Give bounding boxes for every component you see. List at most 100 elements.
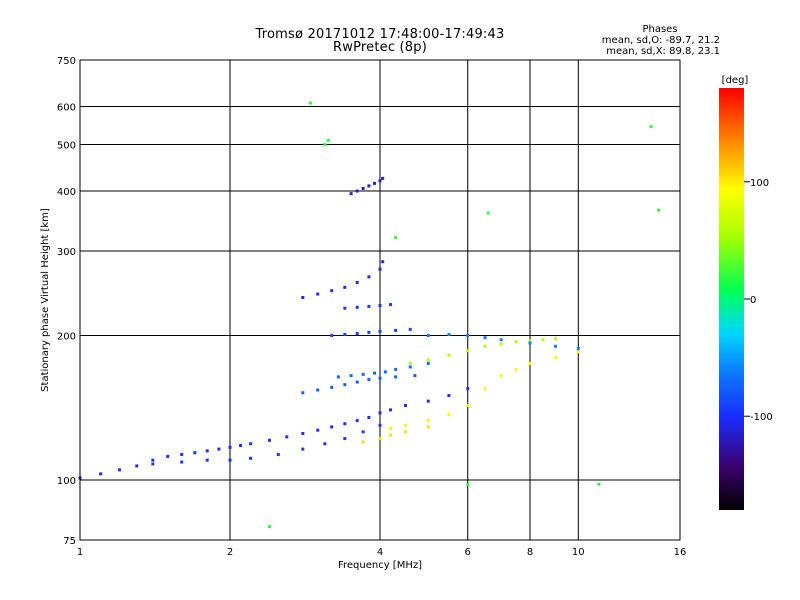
y-tick-labels: 75 100 200 300 400 500 600 750 bbox=[57, 56, 76, 547]
data-point bbox=[330, 289, 334, 293]
colorbar-tick-label: 100 bbox=[750, 178, 769, 189]
data-point bbox=[528, 361, 532, 365]
data-point bbox=[466, 482, 470, 486]
data-point bbox=[349, 192, 353, 196]
data-point bbox=[301, 432, 305, 436]
data-point bbox=[361, 440, 365, 444]
data-point bbox=[367, 377, 371, 381]
data-point bbox=[378, 437, 382, 441]
data-point bbox=[383, 370, 387, 374]
data-point bbox=[316, 292, 320, 296]
data-point bbox=[367, 304, 371, 308]
data-point bbox=[301, 391, 305, 395]
data-point bbox=[394, 367, 398, 371]
data-point bbox=[381, 176, 385, 180]
data-point bbox=[228, 458, 232, 462]
data-point bbox=[447, 353, 451, 357]
data-point bbox=[499, 338, 503, 342]
y-tick-label: 300 bbox=[57, 247, 76, 258]
data-point bbox=[308, 101, 312, 105]
data-point bbox=[576, 350, 580, 354]
data-point bbox=[343, 285, 347, 289]
data-point bbox=[301, 296, 305, 300]
data-point bbox=[466, 334, 470, 338]
data-point bbox=[249, 442, 253, 446]
x-tick-label: 6 bbox=[465, 547, 471, 558]
data-point bbox=[389, 408, 393, 412]
data-point bbox=[343, 422, 347, 426]
data-point bbox=[166, 454, 170, 458]
x-axis-label: Frequency [MHz] bbox=[338, 560, 422, 571]
data-point bbox=[394, 328, 398, 332]
data-point bbox=[408, 361, 412, 365]
colorbar-unit: [deg] bbox=[722, 75, 749, 86]
data-point bbox=[447, 332, 451, 336]
data-point bbox=[355, 280, 359, 284]
data-point bbox=[426, 425, 430, 429]
data-point bbox=[528, 339, 532, 343]
data-point bbox=[343, 383, 347, 387]
data-point bbox=[426, 334, 430, 338]
data-point bbox=[483, 336, 487, 340]
data-point bbox=[180, 453, 184, 457]
data-point bbox=[355, 419, 359, 423]
x-tick-label: 16 bbox=[674, 547, 687, 558]
data-point bbox=[367, 184, 371, 188]
data-point bbox=[483, 387, 487, 391]
data-point bbox=[267, 438, 271, 442]
data-point bbox=[403, 430, 407, 434]
data-point bbox=[367, 330, 371, 334]
colorbar-tick-label: 0 bbox=[750, 295, 756, 306]
y-tick-label: 75 bbox=[63, 536, 76, 547]
data-point bbox=[426, 399, 430, 403]
data-point bbox=[180, 460, 184, 464]
data-point bbox=[466, 403, 470, 407]
data-point bbox=[378, 423, 382, 427]
colorbar bbox=[719, 88, 744, 510]
data-point bbox=[117, 468, 121, 472]
data-point bbox=[367, 275, 371, 279]
data-point bbox=[99, 472, 103, 476]
y-tick-label: 400 bbox=[57, 187, 76, 198]
data-point bbox=[361, 186, 365, 190]
chart-title: Tromsø 20171012 17:48:00-17:49:43 bbox=[255, 27, 505, 42]
data-point bbox=[394, 236, 398, 240]
data-point bbox=[528, 341, 532, 345]
data-point bbox=[326, 138, 330, 142]
data-point bbox=[135, 464, 139, 468]
x-tick-label: 2 bbox=[227, 547, 233, 558]
x-tick-label: 1 bbox=[77, 547, 83, 558]
data-point bbox=[649, 125, 653, 129]
grid-lines bbox=[80, 60, 680, 540]
data-point bbox=[378, 267, 382, 271]
data-point bbox=[349, 374, 353, 378]
data-point bbox=[447, 412, 451, 416]
data-point bbox=[378, 303, 382, 307]
data-point bbox=[408, 365, 412, 369]
data-point bbox=[330, 334, 334, 338]
y-tick-label: 100 bbox=[57, 476, 76, 487]
data-point bbox=[373, 371, 377, 375]
data-point bbox=[343, 332, 347, 336]
x-tick-labels: 1 2 4 6 8 10 16 bbox=[77, 547, 687, 558]
colorbar-tick-label: -100 bbox=[750, 412, 773, 423]
data-point bbox=[343, 306, 347, 310]
data-point bbox=[499, 374, 503, 378]
data-point bbox=[330, 385, 334, 389]
data-point bbox=[408, 327, 412, 331]
data-point bbox=[316, 388, 320, 392]
data-point bbox=[447, 394, 451, 398]
data-point bbox=[514, 340, 518, 344]
data-point bbox=[228, 445, 232, 449]
data-point bbox=[381, 260, 385, 264]
phase-stats: Phases mean, sd,O: -89.7, 21.2 mean, sd,… bbox=[560, 24, 720, 57]
phase-stats-x: mean, sd,X: 89.8, 23.1 bbox=[606, 46, 720, 57]
data-point bbox=[205, 458, 209, 462]
chart-subtitle: RwPretec (8p) bbox=[333, 40, 427, 55]
data-point bbox=[249, 456, 253, 460]
y-tick-label: 750 bbox=[57, 56, 76, 67]
x-tick-label: 10 bbox=[572, 547, 585, 558]
data-point bbox=[355, 331, 359, 335]
data-point bbox=[316, 428, 320, 432]
data-point bbox=[553, 337, 557, 341]
